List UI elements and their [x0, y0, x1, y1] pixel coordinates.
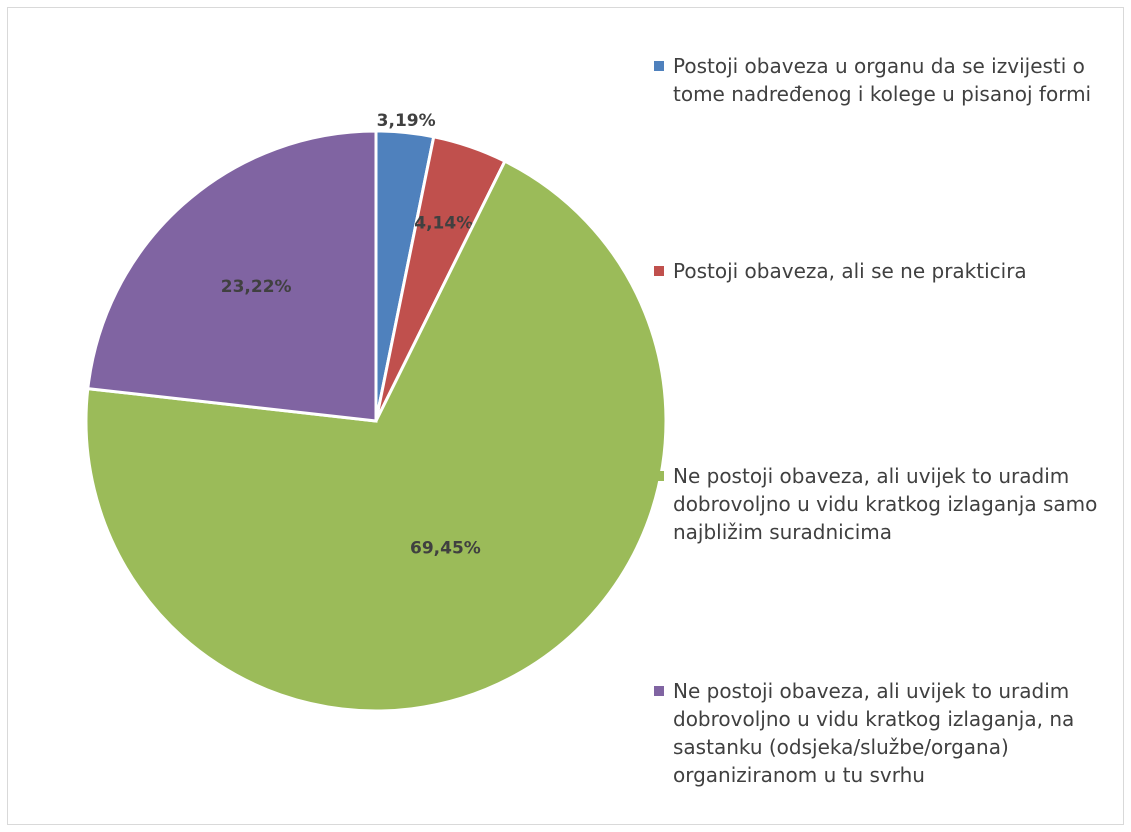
legend-swatch-1 — [654, 61, 664, 71]
data-label-3: 69,45% — [410, 538, 481, 558]
legend-item-4: Ne postoji obaveza, ali uvijek to uradim… — [654, 677, 1114, 789]
legend-swatch-2 — [654, 266, 664, 276]
pie-slice-3 — [84, 159, 668, 713]
legend-item-2: Postoji obaveza, ali se ne prakticira — [654, 257, 1114, 285]
data-label-2: 4,14% — [414, 213, 473, 233]
legend-label-4: Ne postoji obaveza, ali uvijek to uradim… — [673, 679, 1075, 787]
legend-swatch-3 — [654, 471, 664, 481]
legend-item-1: Postoji obaveza u organu da se izvijesti… — [654, 52, 1114, 108]
legend-label-2: Postoji obaveza, ali se ne prakticira — [673, 259, 1027, 283]
legend-label-1: Postoji obaveza u organu da se izvijesti… — [673, 54, 1092, 106]
data-label-1: 3,19% — [377, 111, 436, 131]
data-label-4: 23,22% — [221, 277, 292, 297]
pie-slice-4 — [86, 129, 378, 423]
legend-swatch-4 — [654, 686, 664, 696]
legend-item-3: Ne postoji obaveza, ali uvijek to uradim… — [654, 462, 1114, 546]
legend-label-3: Ne postoji obaveza, ali uvijek to uradim… — [673, 464, 1098, 544]
